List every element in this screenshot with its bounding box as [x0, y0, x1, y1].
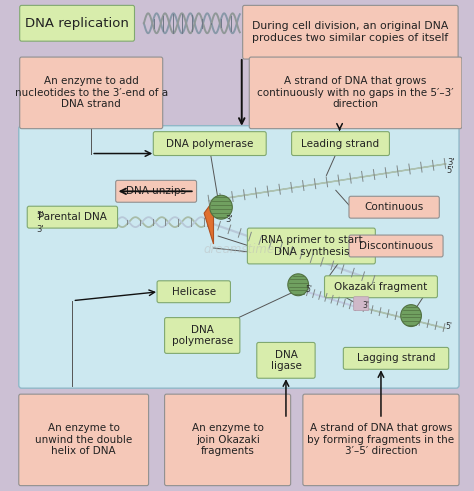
FancyBboxPatch shape [349, 196, 439, 218]
Text: An enzyme to
join Okazaki
fragments: An enzyme to join Okazaki fragments [191, 423, 264, 457]
FancyBboxPatch shape [325, 276, 438, 298]
Text: Parental DNA: Parental DNA [38, 212, 107, 222]
Circle shape [210, 195, 232, 219]
FancyBboxPatch shape [243, 5, 458, 59]
Circle shape [401, 304, 421, 327]
Text: An enzyme to add
nucleotides to the 3′-end of a
DNA strand: An enzyme to add nucleotides to the 3′-e… [15, 76, 168, 109]
FancyBboxPatch shape [20, 5, 135, 41]
Text: DNA
ligase: DNA ligase [271, 350, 301, 371]
Text: 5': 5' [445, 322, 452, 330]
Text: Okazaki fragment: Okazaki fragment [334, 282, 428, 292]
Text: DNA
polymerase: DNA polymerase [172, 325, 233, 346]
FancyBboxPatch shape [303, 394, 459, 486]
Text: 3': 3' [36, 224, 44, 234]
Text: DNA replication: DNA replication [25, 17, 129, 30]
Text: RNA primer to start
DNA synthesis: RNA primer to start DNA synthesis [261, 235, 362, 257]
FancyBboxPatch shape [247, 228, 375, 264]
Circle shape [288, 274, 309, 296]
Text: Lagging strand: Lagging strand [357, 354, 435, 363]
Text: During cell division, an original DNA
produces two similar copies of itself: During cell division, an original DNA pr… [252, 22, 448, 43]
FancyBboxPatch shape [157, 281, 230, 302]
Text: 5': 5' [447, 166, 454, 175]
FancyBboxPatch shape [354, 297, 369, 311]
FancyBboxPatch shape [249, 57, 462, 129]
Polygon shape [204, 200, 213, 244]
Text: 5': 5' [306, 285, 313, 294]
Text: DNA polymerase: DNA polymerase [166, 138, 254, 149]
FancyBboxPatch shape [19, 126, 459, 388]
FancyBboxPatch shape [164, 394, 291, 486]
Text: A strand of DNA that grows
by forming fragments in the
3′–5′ direction: A strand of DNA that grows by forming fr… [308, 423, 455, 457]
FancyBboxPatch shape [343, 348, 449, 369]
FancyBboxPatch shape [27, 206, 118, 228]
FancyBboxPatch shape [257, 342, 315, 378]
FancyBboxPatch shape [20, 57, 163, 129]
FancyBboxPatch shape [153, 132, 266, 156]
Text: 3': 3' [362, 300, 369, 310]
FancyBboxPatch shape [164, 318, 240, 354]
FancyBboxPatch shape [19, 394, 149, 486]
Text: Helicase: Helicase [172, 287, 216, 297]
Text: An enzyme to
unwind the double
helix of DNA: An enzyme to unwind the double helix of … [35, 423, 132, 457]
Text: dreamstime: dreamstime [203, 244, 274, 256]
FancyBboxPatch shape [349, 235, 443, 257]
Text: Leading strand: Leading strand [301, 138, 380, 149]
Text: Discontinuous: Discontinuous [359, 241, 433, 251]
FancyBboxPatch shape [116, 180, 197, 202]
Text: 5': 5' [36, 211, 44, 219]
Text: DNA unzips: DNA unzips [126, 186, 186, 196]
Text: A strand of DNA that grows
continuously with no gaps in the 5′–3′
direction: A strand of DNA that grows continuously … [257, 76, 454, 109]
Text: Continuous: Continuous [365, 202, 424, 212]
FancyBboxPatch shape [292, 132, 390, 156]
Text: 3': 3' [225, 215, 232, 224]
Text: 3': 3' [447, 158, 455, 167]
